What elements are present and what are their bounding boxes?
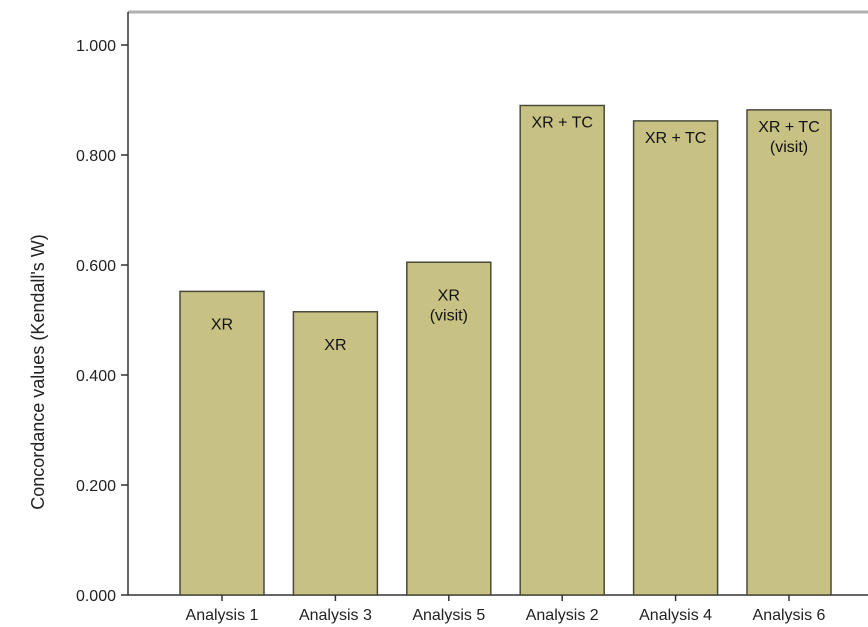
bar-data-label: XR + TC bbox=[758, 119, 820, 136]
bar bbox=[519, 104, 605, 596]
bar-data-label: (visit) bbox=[770, 139, 808, 156]
bar-data-label: XR + TC bbox=[531, 115, 593, 132]
bar-data-label: (visit) bbox=[430, 307, 468, 324]
bar-data-label: XR bbox=[438, 287, 460, 304]
bar-data-label: XR bbox=[324, 337, 346, 354]
x-axis-ticks: Analysis 1 Analysis 3 Analysis 5 Analysis 2… bbox=[186, 595, 826, 624]
y-tick-label: 0.400 bbox=[76, 368, 116, 385]
bar bbox=[746, 109, 832, 596]
x-tick-label: Analysis 1 bbox=[186, 607, 259, 624]
y-tick-label: 1.000 bbox=[76, 38, 116, 55]
x-tick-label: Analysis 3 bbox=[299, 607, 372, 624]
y-axis-title: Concordance values (Kendall's W) bbox=[28, 234, 48, 510]
x-tick-label: Analysis 4 bbox=[639, 607, 712, 624]
x-tick-label: Analysis 5 bbox=[412, 607, 485, 624]
x-tick-label: Analysis 6 bbox=[753, 607, 826, 624]
y-tick-label: 0.800 bbox=[76, 148, 116, 165]
bar-data-label: XR bbox=[211, 316, 233, 333]
y-axis-ticks: 0.000 0.200 0.400 0.600 0.800 1.000 bbox=[76, 38, 128, 605]
bar bbox=[406, 261, 492, 596]
y-tick-label: 0.000 bbox=[76, 588, 116, 605]
y-tick-label: 0.600 bbox=[76, 258, 116, 275]
bar bbox=[292, 311, 379, 596]
bar-data-label: XR + TC bbox=[645, 130, 707, 147]
x-tick-label: Analysis 2 bbox=[526, 607, 599, 624]
bars: XR XR XR (visit) XR + TC XR + TC XR + TC (visit… bbox=[179, 104, 832, 596]
bar bbox=[179, 290, 265, 596]
bar bbox=[632, 120, 719, 596]
y-tick-label: 0.200 bbox=[76, 478, 116, 495]
